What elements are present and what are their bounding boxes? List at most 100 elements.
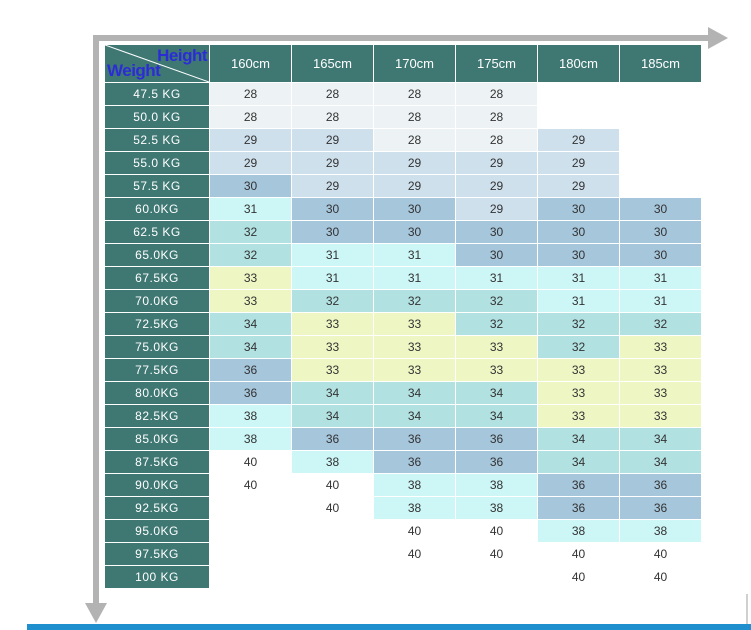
table-row: 55.0 KG 29 29 29 29 29 xyxy=(104,151,702,175)
size-cell: 29 xyxy=(291,128,374,152)
size-cell: 28 xyxy=(373,105,456,129)
size-cell: 30 xyxy=(537,197,620,221)
bottom-accent-bar xyxy=(27,624,751,630)
size-cell: 33 xyxy=(619,358,702,382)
diagonal-divider xyxy=(105,45,209,82)
size-cell: 40 xyxy=(373,542,456,566)
row-header: 85.0KG xyxy=(104,427,210,451)
table-row: 87.5KG 40 38 36 36 34 34 xyxy=(104,450,702,474)
corner-cell: Height Weight xyxy=(104,44,210,83)
size-cell: 40 xyxy=(537,542,620,566)
size-cell: 30 xyxy=(373,197,456,221)
table-row: 60.0KG 31 30 30 29 30 30 xyxy=(104,197,702,221)
row-header: 82.5KG xyxy=(104,404,210,428)
size-cell: 30 xyxy=(455,220,538,244)
size-cell: 28 xyxy=(209,82,292,106)
size-cell: 32 xyxy=(537,335,620,359)
size-cell: 40 xyxy=(209,450,292,474)
size-cell xyxy=(209,542,292,566)
size-cell: 40 xyxy=(455,542,538,566)
size-cell: 33 xyxy=(291,358,374,382)
size-cell: 31 xyxy=(291,266,374,290)
row-header: 52.5 KG xyxy=(104,128,210,152)
size-cell: 30 xyxy=(619,220,702,244)
size-cell: 34 xyxy=(619,427,702,451)
size-cell: 36 xyxy=(291,427,374,451)
size-cell: 29 xyxy=(537,151,620,175)
column-header: 165cm xyxy=(291,44,374,83)
table-row: 67.5KG 33 31 31 31 31 31 xyxy=(104,266,702,290)
row-header: 77.5KG xyxy=(104,358,210,382)
size-cell xyxy=(209,519,292,543)
size-cell: 32 xyxy=(291,289,374,313)
size-cell: 36 xyxy=(619,496,702,520)
size-cell: 34 xyxy=(619,450,702,474)
size-cell: 31 xyxy=(537,266,620,290)
size-cell: 36 xyxy=(537,473,620,497)
row-header: 72.5KG xyxy=(104,312,210,336)
table-row: 47.5 KG 28 28 28 28 xyxy=(104,82,702,106)
row-header: 57.5 KG xyxy=(104,174,210,198)
size-cell: 32 xyxy=(619,312,702,336)
size-cell: 34 xyxy=(373,381,456,405)
column-header: 175cm xyxy=(455,44,538,83)
size-cell xyxy=(455,565,538,589)
size-cell: 40 xyxy=(373,519,456,543)
size-cell: 31 xyxy=(455,266,538,290)
table-row: 95.0KG 40 40 38 38 xyxy=(104,519,702,543)
size-cell: 34 xyxy=(209,312,292,336)
size-cell: 38 xyxy=(619,519,702,543)
size-cell: 33 xyxy=(537,358,620,382)
size-cell: 28 xyxy=(455,128,538,152)
table-row: 62.5 KG 32 30 30 30 30 30 xyxy=(104,220,702,244)
size-cell: 38 xyxy=(455,473,538,497)
size-cell: 28 xyxy=(455,82,538,106)
size-cell: 33 xyxy=(619,335,702,359)
size-cell: 29 xyxy=(209,151,292,175)
table-row: 65.0KG 32 31 31 30 30 30 xyxy=(104,243,702,267)
table-row: 90.0KG 40 40 38 38 36 36 xyxy=(104,473,702,497)
size-cell: 40 xyxy=(619,542,702,566)
size-cell: 31 xyxy=(291,243,374,267)
row-header: 100 KG xyxy=(104,565,210,589)
size-cell: 29 xyxy=(209,128,292,152)
size-cell: 32 xyxy=(373,289,456,313)
size-cell: 31 xyxy=(209,197,292,221)
size-cell: 36 xyxy=(209,358,292,382)
size-cell: 30 xyxy=(455,243,538,267)
size-cell xyxy=(537,82,620,106)
size-cell: 33 xyxy=(619,404,702,428)
size-cell: 30 xyxy=(291,197,374,221)
size-cell: 34 xyxy=(291,381,374,405)
size-cell: 29 xyxy=(455,151,538,175)
row-header: 75.0KG xyxy=(104,335,210,359)
size-cell: 31 xyxy=(373,266,456,290)
size-cell: 29 xyxy=(537,128,620,152)
size-cell: 34 xyxy=(537,427,620,451)
size-cell: 34 xyxy=(209,335,292,359)
size-cell xyxy=(619,174,702,198)
size-cell: 29 xyxy=(373,174,456,198)
size-cell: 40 xyxy=(291,496,374,520)
size-cell: 30 xyxy=(373,220,456,244)
size-cell: 28 xyxy=(373,82,456,106)
size-cell: 34 xyxy=(455,404,538,428)
column-header: 185cm xyxy=(619,44,702,83)
size-cell xyxy=(209,496,292,520)
row-header: 80.0KG xyxy=(104,381,210,405)
table-row: 97.5KG 40 40 40 40 xyxy=(104,542,702,566)
size-cell: 40 xyxy=(537,565,620,589)
row-header: 55.0 KG xyxy=(104,151,210,175)
size-cell: 31 xyxy=(619,266,702,290)
size-cell: 33 xyxy=(291,312,374,336)
height-label: Height xyxy=(157,46,207,65)
size-cell: 36 xyxy=(373,450,456,474)
size-cell: 38 xyxy=(455,496,538,520)
size-cell: 32 xyxy=(455,312,538,336)
size-cell: 33 xyxy=(209,266,292,290)
header-row: Height Weight 160cm 165cm 170cm 175cm 18… xyxy=(104,44,702,83)
size-cell: 33 xyxy=(291,335,374,359)
size-cell: 40 xyxy=(619,565,702,589)
column-header: 180cm xyxy=(537,44,620,83)
row-header: 62.5 KG xyxy=(104,220,210,244)
